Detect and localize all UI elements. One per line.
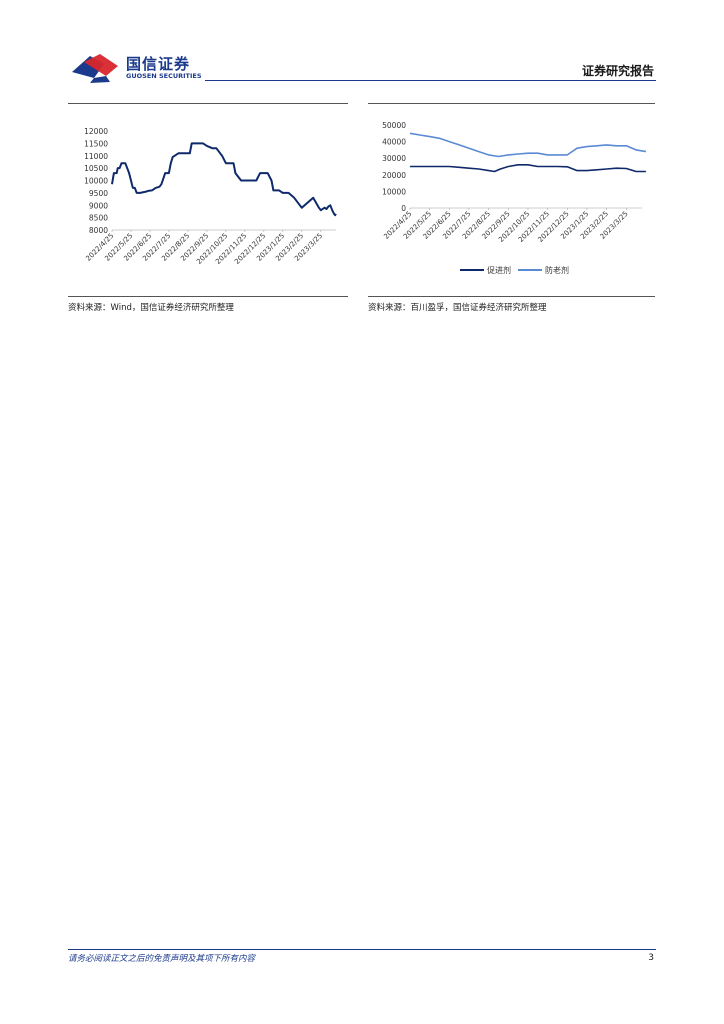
right-line-chart: 500004000030000200001000002022/4/252022/… <box>382 121 647 275</box>
y-tick-label: 11500 <box>84 139 108 148</box>
y-tick-label: 12000 <box>84 127 108 136</box>
series-line <box>111 142 337 217</box>
chart-left-bottom-rule <box>68 296 348 297</box>
logo-text-cn: 国信证券 <box>126 55 191 73</box>
series-line-0 <box>410 164 646 173</box>
chart-right-bottom-rule <box>368 296 655 297</box>
left-line-chart: 12000 11500 11000 10500 10000 9500 9000 8500 800… <box>84 127 337 266</box>
y-tick-label: 0 <box>401 204 406 213</box>
y-tick-label: 11000 <box>84 152 108 161</box>
y-tick-label: 40000 <box>382 138 406 147</box>
series-line-1 <box>409 132 647 158</box>
y-tick-label: 50000 <box>382 121 406 130</box>
logo-mark-red <box>84 54 118 76</box>
y-tick-label: 8000 <box>89 226 108 235</box>
y-tick-label: 8500 <box>89 214 108 223</box>
legend-label: 防老剂 <box>545 265 569 275</box>
y-tick-label: 9000 <box>89 201 108 210</box>
y-tick-label: 9500 <box>89 189 108 198</box>
page-number: 3 <box>648 953 654 963</box>
y-tick-label: 10000 <box>84 177 108 186</box>
y-tick-label: 10000 <box>382 187 406 196</box>
source-note-right: 资料来源：百川盈孚，国信证券经济研究所整理 <box>368 303 547 313</box>
report-type-title: 证券研究报告 <box>581 64 654 78</box>
footer-divider <box>68 949 656 950</box>
legend-label: 促进剂 <box>487 265 511 275</box>
header-divider <box>205 80 656 81</box>
guosen-logo <box>72 54 118 83</box>
logo-text-en: GUOSEN SECURITIES <box>126 72 202 80</box>
y-tick-label: 10500 <box>84 164 108 173</box>
source-note-left: 资料来源：Wind，国信证券经济研究所整理 <box>68 303 234 313</box>
footer-disclaimer: 请务必阅读正文之后的免责声明及其项下所有内容 <box>68 954 256 964</box>
y-tick-label: 30000 <box>382 154 406 163</box>
y-tick-label: 20000 <box>382 171 406 180</box>
chart-left-top-rule <box>68 103 348 104</box>
chart-right-top-rule <box>368 103 655 104</box>
logo-mark-blue-2 <box>90 76 110 83</box>
